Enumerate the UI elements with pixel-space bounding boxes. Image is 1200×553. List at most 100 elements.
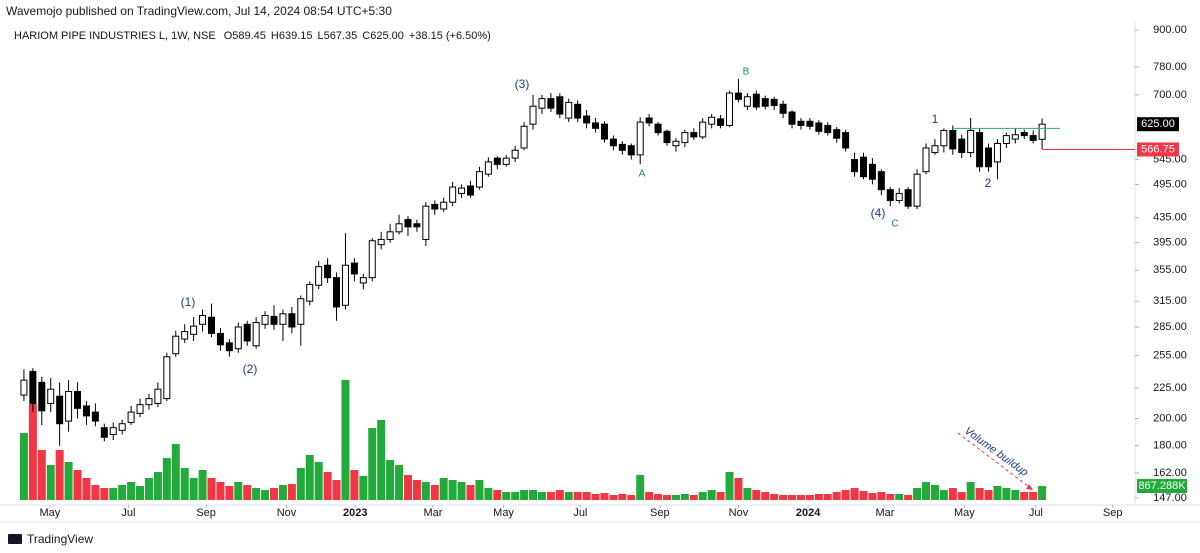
candle-body bbox=[145, 398, 153, 406]
candle-body bbox=[1002, 135, 1010, 144]
volume-bar bbox=[207, 477, 216, 500]
candle-body bbox=[993, 142, 1001, 163]
logo-icon bbox=[8, 534, 22, 544]
volume-bar bbox=[234, 481, 243, 500]
wave-label: 2 bbox=[985, 176, 992, 190]
footer-brand: TradingView bbox=[27, 532, 93, 546]
volume-bar bbox=[198, 469, 207, 500]
volume-bar bbox=[859, 490, 868, 500]
candle-body bbox=[502, 157, 510, 165]
candle-body bbox=[672, 140, 680, 147]
volume-bar bbox=[779, 494, 788, 500]
dashed-arrow bbox=[957, 432, 1034, 491]
candle-body bbox=[154, 388, 162, 404]
legend-value: +38.15 (+6.50%) bbox=[409, 30, 491, 42]
candle-body bbox=[82, 405, 90, 417]
candle-body bbox=[627, 145, 635, 156]
volume-bar bbox=[448, 479, 457, 500]
volume-bar bbox=[261, 489, 270, 500]
volume-bar bbox=[46, 464, 55, 500]
volume-bar bbox=[1002, 487, 1011, 500]
wave-label: 1 bbox=[932, 112, 939, 126]
candle-body bbox=[645, 117, 653, 124]
candle-body bbox=[234, 326, 242, 350]
candle-body bbox=[806, 120, 814, 127]
x-tick-label: Jul bbox=[121, 507, 135, 519]
volume-bar bbox=[484, 487, 493, 500]
candle-body bbox=[386, 231, 394, 240]
volume-bar bbox=[395, 464, 404, 500]
candle-body bbox=[895, 192, 903, 202]
candle-body bbox=[190, 325, 198, 335]
volume-bar bbox=[225, 485, 234, 500]
candle-body bbox=[315, 266, 323, 286]
candle-body bbox=[958, 138, 966, 154]
volume-bar bbox=[850, 487, 859, 500]
volume-bar bbox=[296, 467, 305, 500]
candle-body bbox=[243, 323, 251, 342]
candle-body bbox=[422, 205, 430, 240]
volume-bar bbox=[948, 487, 957, 500]
volume-bar bbox=[127, 481, 136, 500]
candle-body bbox=[600, 123, 608, 140]
candle-body bbox=[431, 203, 439, 210]
volume-bar bbox=[100, 487, 109, 500]
candle-body bbox=[38, 381, 46, 412]
y-tick-label: 162.00 bbox=[1153, 467, 1187, 479]
volume-bar bbox=[886, 493, 895, 500]
y-tick-label: 355.00 bbox=[1153, 264, 1187, 276]
y-tick-label: 147.00 bbox=[1153, 492, 1187, 504]
volume-bar bbox=[761, 491, 770, 500]
volume-bar bbox=[189, 477, 198, 500]
volume-bar bbox=[966, 481, 975, 500]
candle-body bbox=[779, 103, 787, 114]
volume-bar bbox=[1038, 486, 1047, 500]
volume-bar bbox=[377, 419, 386, 500]
candle-body bbox=[931, 145, 939, 154]
volume-bar bbox=[287, 483, 296, 500]
symbol-title: HARIOM PIPE INDUSTRIES L, 1W, NSE bbox=[14, 30, 216, 42]
volume-bar bbox=[243, 484, 252, 500]
volume-bar bbox=[734, 477, 743, 500]
y-tick-label: 435.00 bbox=[1153, 212, 1187, 224]
candle-body bbox=[824, 124, 832, 134]
candle-body bbox=[368, 240, 376, 279]
volume-bar bbox=[689, 494, 698, 500]
candle-body bbox=[967, 129, 975, 154]
volume-bar bbox=[654, 493, 663, 500]
candle-body bbox=[270, 315, 278, 325]
volume-bar bbox=[600, 492, 609, 500]
candle-body bbox=[65, 391, 73, 422]
candle-body bbox=[788, 111, 796, 125]
x-tick-label: Sep bbox=[196, 507, 216, 519]
candle-body bbox=[350, 262, 358, 275]
candle-body bbox=[181, 331, 189, 340]
x-tick-label: Sep bbox=[650, 507, 670, 519]
volume-bar bbox=[305, 454, 314, 500]
candle-body bbox=[136, 404, 144, 414]
x-tick-label: May bbox=[39, 507, 60, 519]
candle-body bbox=[458, 187, 466, 194]
volume-bar bbox=[252, 487, 261, 500]
candle-body bbox=[922, 147, 930, 173]
volume-bar bbox=[412, 479, 421, 500]
candle-body bbox=[333, 277, 341, 308]
volume-bar bbox=[582, 491, 591, 500]
candle-body bbox=[127, 411, 135, 423]
volume-bar bbox=[671, 494, 680, 500]
candle-body bbox=[341, 264, 349, 306]
volume-bar bbox=[73, 469, 82, 500]
y-tick-label: 180.00 bbox=[1153, 440, 1187, 452]
volume-bar bbox=[466, 484, 475, 500]
candle-body bbox=[306, 283, 314, 302]
candle-body bbox=[118, 423, 126, 431]
volume-bar bbox=[323, 471, 332, 500]
symbol-legend: HARIOM PIPE INDUSTRIES L, 1W, NSE O589.4… bbox=[14, 30, 491, 42]
legend-value: H639.15 bbox=[271, 30, 313, 42]
volume-bar bbox=[28, 403, 37, 500]
volume-bar bbox=[457, 481, 466, 500]
volume-bar bbox=[573, 491, 582, 500]
legend-value: C625.00 bbox=[362, 30, 404, 42]
volume-bar bbox=[1011, 489, 1020, 500]
candle-body bbox=[851, 159, 859, 173]
